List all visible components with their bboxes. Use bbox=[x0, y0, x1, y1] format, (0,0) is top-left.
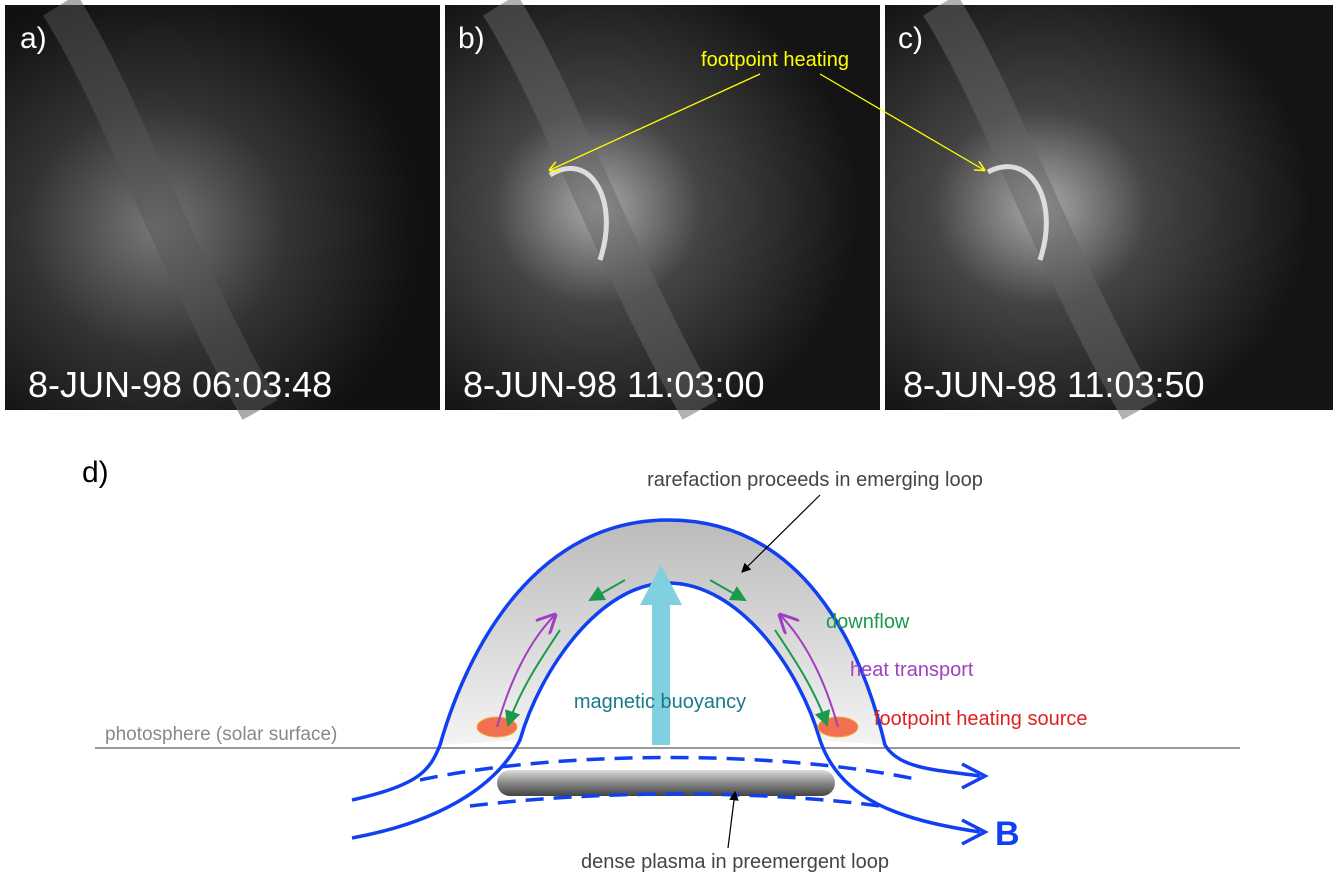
heating-source-label: footpoint heating source bbox=[874, 708, 1088, 730]
panel-label: b) bbox=[458, 22, 485, 55]
timestamp: 8-JUN-98 11:03:00 bbox=[463, 364, 765, 405]
panel-a: a) 8-JUN-98 06:03:48 bbox=[5, 5, 440, 410]
page: {"panels": [ {"label": "a)", "timestamp"… bbox=[0, 0, 1338, 884]
panel-label: d) bbox=[82, 456, 109, 489]
panel-label: c) bbox=[898, 22, 923, 55]
diagram: d) photosphere (solar surface) B magneti… bbox=[82, 456, 1240, 873]
pointer bbox=[728, 792, 735, 848]
field-label: B bbox=[995, 815, 1020, 853]
rarefaction-label: rarefaction proceeds in emerging loop bbox=[647, 469, 983, 491]
dense-plasma-label: dense plasma in preemergent loop bbox=[581, 851, 889, 873]
photosphere-label: photosphere (solar surface) bbox=[105, 724, 337, 745]
timestamp: 8-JUN-98 06:03:48 bbox=[28, 364, 332, 405]
timestamp: 8-JUN-98 11:03:50 bbox=[903, 364, 1205, 405]
panel-c: c) 8-JUN-98 11:03:50 bbox=[885, 5, 1333, 410]
downflow-label: downflow bbox=[826, 611, 910, 633]
buoyancy-arrow bbox=[652, 600, 670, 745]
buoyancy-label: magnetic buoyancy bbox=[574, 691, 746, 713]
panel-label: a) bbox=[20, 22, 47, 55]
annotation: footpoint heating bbox=[701, 49, 849, 71]
heat-transport-label: heat transport bbox=[850, 659, 974, 681]
dense-plasma bbox=[497, 770, 835, 796]
figure: a) 8-JUN-98 06:03:48 b) 8-JUN-98 11:03:0… bbox=[0, 0, 1338, 884]
